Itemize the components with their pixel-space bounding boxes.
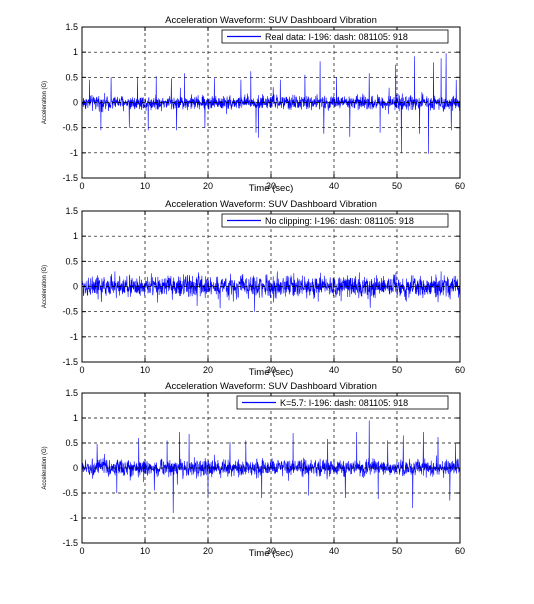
y-tick-label: -1.5: [62, 357, 78, 367]
y-tick-label: -1: [70, 513, 78, 523]
chart-panel: 0 10 20 30 40 50 60 -1.5 -1 -0.5 0 0.5 1 1.5 Accelerat…: [42, 199, 465, 378]
chart-panel: 0 10 20 30 40 50 60 -1.5 -1 -0.5 0 0.5 1 1.5 Accelerat…: [42, 15, 465, 194]
y-tick-label: -0.5: [62, 488, 78, 498]
y-tick-label: 0: [73, 463, 78, 473]
x-tick-label: 50: [392, 181, 402, 191]
legend: Real data: I-196: dash: 081105: 918: [221, 29, 449, 44]
x-tick-label: 20: [203, 365, 213, 375]
x-tick-label: 20: [203, 546, 213, 556]
x-tick-label: 60: [455, 365, 465, 375]
grid: [82, 393, 460, 543]
y-tick-label: 0: [73, 98, 78, 108]
x-tick-label: 30: [266, 181, 276, 191]
x-axis-label: Time (sec): [249, 183, 294, 194]
x-tick-label: 40: [329, 181, 339, 191]
x-tick-label: 50: [392, 546, 402, 556]
legend: No clipping: I-196: dash: 081105: 918: [221, 213, 449, 228]
x-tick-label: 50: [392, 365, 402, 375]
x-tick-label: 40: [329, 546, 339, 556]
x-tick-label: 60: [455, 546, 465, 556]
chart-title: Acceleration Waveform: SUV Dashboard Vib…: [165, 199, 377, 210]
chart-title: Acceleration Waveform: SUV Dashboard Vib…: [165, 381, 377, 392]
y-tick-label: 1.5: [65, 206, 78, 216]
legend-label: No clipping: I-196: dash: 081105: 918: [265, 216, 414, 226]
y-tick-label: 0.5: [65, 72, 78, 82]
y-tick-label: 1: [73, 231, 78, 241]
x-tick-label: 0: [79, 365, 84, 375]
chart-title: Acceleration Waveform: SUV Dashboard Vib…: [165, 15, 377, 26]
x-tick-label: 30: [266, 365, 276, 375]
x-tick-label: 20: [203, 181, 213, 191]
y-tick-label: 1.5: [65, 22, 78, 32]
y-tick-label: -1: [70, 332, 78, 342]
y-tick-label: 0: [73, 282, 78, 292]
grid: [82, 27, 460, 178]
grid: [82, 211, 460, 362]
x-tick-label: 10: [140, 365, 150, 375]
y-tick-label: -1: [70, 148, 78, 158]
legend-box: [221, 29, 449, 44]
y-axis-label: Acceleration (G): [42, 81, 48, 124]
y-tick-label: 0.5: [65, 438, 78, 448]
x-tick-label: 0: [79, 181, 84, 191]
y-tick-label: 1: [73, 47, 78, 57]
legend-label: Real data: I-196: dash: 081105: 918: [265, 32, 408, 42]
y-tick-label: 1.5: [65, 388, 78, 398]
y-tick-label: 0.5: [65, 256, 78, 266]
y-tick-label: -1.5: [62, 538, 78, 548]
legend-box: [236, 395, 449, 410]
x-tick-label: 10: [140, 546, 150, 556]
y-tick-label: -0.5: [62, 307, 78, 317]
x-tick-label: 0: [79, 546, 84, 556]
legend: K=5.7: I-196: dash: 081105: 918: [236, 395, 449, 410]
legend-label: K=5.7: I-196: dash: 081105: 918: [280, 398, 408, 408]
x-axis-label: Time (sec): [249, 367, 294, 378]
legend-box: [221, 213, 449, 228]
y-axis-label: Acceleration (G): [42, 265, 48, 308]
x-tick-label: 10: [140, 181, 150, 191]
y-axis-label: Acceleration (G): [42, 446, 48, 489]
y-tick-label: -1.5: [62, 173, 78, 183]
chart-panel: 0 10 20 30 40 50 60 -1.5 -1 -0.5 0 0.5 1 1.5 Accelerat…: [42, 381, 465, 559]
x-axis-label: Time (sec): [249, 548, 294, 559]
y-tick-label: 1: [73, 413, 78, 423]
y-tick-label: -0.5: [62, 123, 78, 133]
x-tick-label: 60: [455, 181, 465, 191]
x-tick-label: 30: [266, 546, 276, 556]
x-tick-label: 40: [329, 365, 339, 375]
